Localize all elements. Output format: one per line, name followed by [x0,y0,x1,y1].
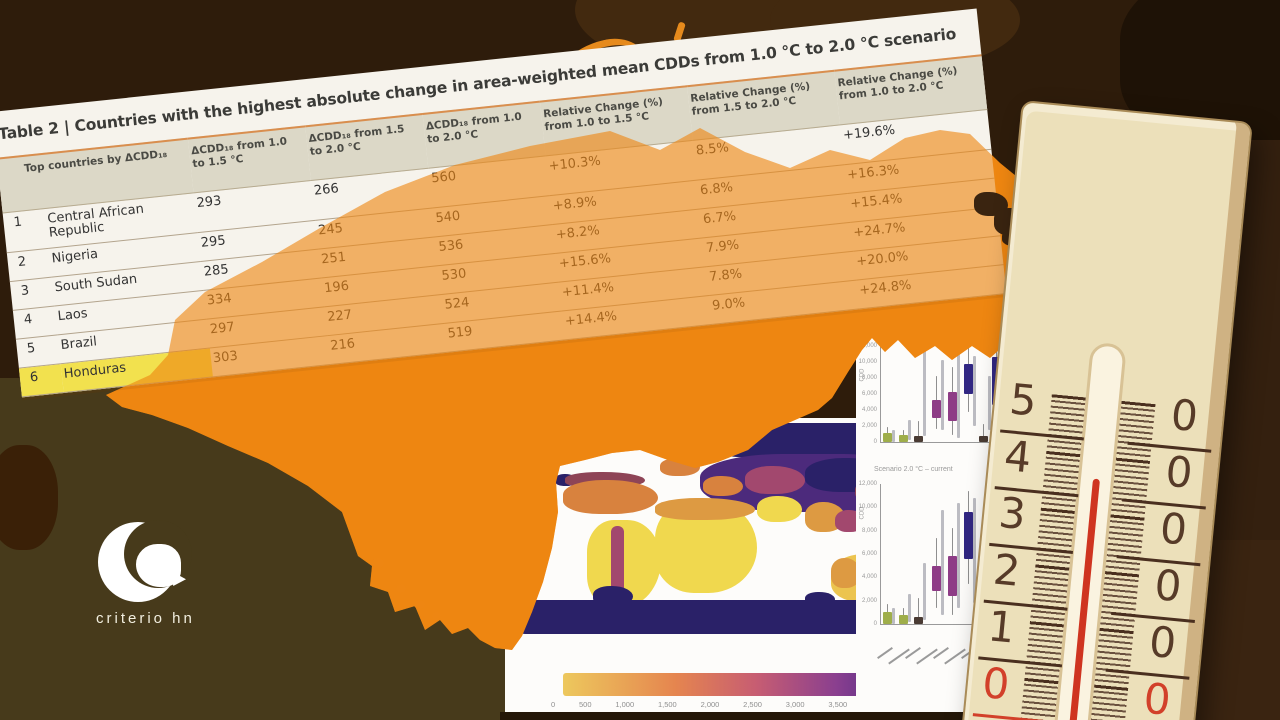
colorbar-tick: 0 [551,700,556,709]
box [931,400,941,418]
boxplot-upper-chart: 12,000 10,000 8,000 6,000 4,000 2,000 0 CDD [856,343,1010,456]
gray-range-bar [940,509,944,615]
scale-digit-right: 0 [1146,616,1179,669]
colorbar-tick: 2,500 [743,700,762,709]
gray-range-bar [908,419,912,440]
table-row-rank: 4 [12,306,58,340]
y-axis-label: CDD [859,506,866,520]
map-islet [396,584,406,593]
logo-bubble-icon [136,544,181,587]
box [963,363,973,394]
table-row-rank: 1 [2,209,49,254]
box [899,434,909,442]
gray-range-bar [908,593,912,622]
box [963,512,973,559]
scale-digit-left: 0 [980,658,1012,710]
gray-range-bar [956,502,960,608]
box [883,433,893,442]
y-axis-tick: 6,000 [861,551,877,557]
box [947,392,957,422]
heatmap-sahara [563,480,658,514]
y-axis-tick: 4,000 [861,407,877,413]
box [899,614,909,624]
y-axis-tick: 4,000 [861,574,877,581]
scale-digit-left: 4 [1002,431,1034,483]
colorbar-tick: 3,000 [785,700,805,709]
y-axis-tick: 10,000 [858,359,877,365]
boxplot-plot-area [880,346,1005,443]
colorbar-tick: 1,500 [657,700,677,709]
box [883,612,893,624]
scale-digit-right: 0 [1157,503,1190,555]
logo-text: criterio hn [96,610,195,627]
heatmap-arabia [757,496,802,522]
gray-range-bar [923,563,927,621]
colorbar-tick: 2,000 [700,700,720,709]
scale-digit-right: 0 [1168,389,1201,442]
y-axis-tick: 12,000 [858,481,877,487]
map-islet [432,612,441,620]
box [914,617,924,624]
map-islet [372,558,384,568]
gray-range-bar [892,430,896,442]
scale-digit-right: 0 [1141,673,1173,720]
y-axis-tick: 0 [873,621,877,627]
panel-bottom-shadow [500,712,1015,720]
heatmap-blob [703,476,743,496]
scale-digit-left: 3 [996,487,1028,540]
y-axis-label: CDD [859,368,866,382]
background-blob [0,445,58,550]
gray-range-bar [940,359,944,430]
scale-digit-left: 1 [985,601,1018,653]
gray-range-bar [956,354,960,438]
heatmap-blob [745,466,805,494]
scale-underline [972,713,1057,720]
table-row-rank: 5 [15,335,61,369]
map-islet [414,600,425,609]
scale-digit-left: 5 [1007,374,1039,426]
criterio-logo: criterio hn [96,512,236,637]
box [914,436,924,442]
y-axis-tick: 2,000 [861,423,877,429]
gray-range-bar [892,607,896,624]
colorbar-tick: 3,500 [828,700,848,709]
y-axis-tick: 8,000 [861,527,877,534]
scale-digit-right: 0 [1163,446,1195,498]
y-axis-tick: 6,000 [861,391,877,397]
y-axis-tick: 2,000 [861,597,877,604]
heatmap-sahel [655,498,755,520]
y-axis-tick: 0 [873,439,877,445]
table-row-rank: 6 [18,364,64,398]
box [931,565,941,592]
table-row-rank: 2 [6,248,52,283]
colorbar-tick: 1,000 [615,700,635,709]
scale-digit-right: 0 [1152,560,1184,612]
table-row-rank: 3 [9,277,55,311]
x-axis-label-illegible [877,647,893,659]
box [947,556,957,596]
scale-digit-left: 2 [991,544,1023,596]
box [978,435,988,442]
gray-range-bar [923,349,927,436]
gray-range-bar [972,355,976,426]
colorbar-tick: 500 [579,700,592,709]
